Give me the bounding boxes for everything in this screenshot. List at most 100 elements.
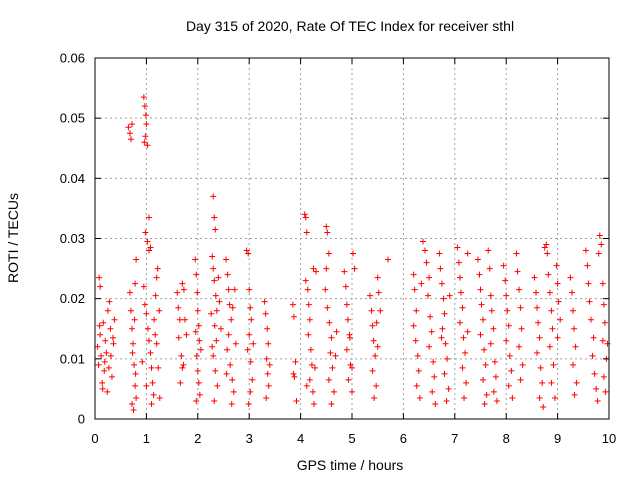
data-point (101, 358, 108, 365)
data-point (150, 391, 157, 398)
data-point (216, 298, 223, 305)
data-point (582, 247, 589, 254)
data-point (156, 394, 163, 401)
data-point (370, 337, 377, 344)
data-point (331, 388, 338, 395)
x-tick-label: 3 (246, 431, 253, 446)
data-point (143, 121, 150, 128)
data-point (223, 370, 230, 377)
data-point (491, 358, 498, 365)
data-point (310, 400, 317, 407)
data-point (109, 334, 116, 341)
data-point (129, 325, 136, 332)
data-point (505, 322, 512, 329)
data-point (180, 286, 187, 293)
data-point (503, 292, 510, 299)
data-point (480, 316, 487, 323)
data-point (594, 397, 601, 404)
data-point (345, 376, 352, 383)
data-point (431, 373, 438, 380)
data-point (534, 349, 541, 356)
y-tick-label: 0.05 (60, 111, 85, 126)
data-point (302, 277, 309, 284)
data-point (147, 349, 154, 356)
data-point (210, 193, 217, 200)
data-point (506, 352, 513, 359)
data-point (481, 400, 488, 407)
data-point (430, 358, 437, 365)
data-point (217, 325, 224, 332)
data-point (210, 265, 217, 272)
data-point (246, 286, 253, 293)
data-point (153, 340, 160, 347)
data-point (347, 361, 354, 368)
data-point (599, 337, 606, 344)
data-point (243, 247, 250, 254)
y-tick-labels: 0 0.01 0.02 0.03 0.04 0.05 0.06 (60, 51, 85, 427)
data-point (440, 295, 447, 302)
data-point (192, 328, 199, 335)
data-point (442, 340, 449, 347)
data-point (195, 322, 202, 329)
data-point (327, 349, 334, 356)
data-point (369, 322, 376, 329)
data-point (329, 364, 336, 371)
data-point (102, 337, 109, 344)
data-point (584, 262, 591, 269)
data-point (307, 346, 314, 353)
data-point (97, 283, 104, 290)
x-tick-label: 9 (554, 431, 561, 446)
data-point (500, 262, 507, 269)
data-point (476, 271, 483, 278)
data-point (545, 271, 552, 278)
data-point (543, 241, 550, 248)
data-point (432, 400, 439, 407)
data-point (144, 325, 151, 332)
data-point (596, 232, 603, 239)
data-points (94, 94, 611, 413)
data-point (593, 385, 600, 392)
data-point (179, 280, 186, 287)
data-point (225, 286, 232, 293)
data-point (210, 352, 217, 359)
data-point (324, 304, 331, 311)
data-point (247, 304, 254, 311)
data-point (482, 361, 489, 368)
data-point (107, 352, 114, 359)
data-point (196, 337, 203, 344)
data-point (228, 400, 235, 407)
data-point (351, 265, 358, 272)
data-point (248, 316, 255, 323)
data-point (192, 256, 199, 263)
data-point (147, 244, 154, 251)
data-point (368, 307, 375, 314)
data-point (290, 370, 297, 377)
x-tick-label: 8 (503, 431, 510, 446)
data-point (196, 391, 203, 398)
data-point (572, 343, 579, 350)
data-point (264, 325, 271, 332)
data-point (111, 316, 118, 323)
data-point (306, 316, 313, 323)
data-point (301, 211, 308, 218)
data-point (445, 385, 452, 392)
data-point (410, 322, 417, 329)
data-point (514, 268, 521, 275)
data-point (549, 325, 556, 332)
data-point (177, 379, 184, 386)
data-point (247, 388, 254, 395)
data-point (265, 382, 272, 389)
data-point (129, 349, 136, 356)
data-point (183, 331, 190, 338)
data-point (333, 328, 340, 335)
data-point (328, 334, 335, 341)
y-tick-label: 0 (78, 412, 85, 427)
x-tick-label: 6 (400, 431, 407, 446)
data-point (350, 250, 357, 257)
data-point (441, 370, 448, 377)
data-point (101, 367, 108, 374)
data-point (245, 400, 252, 407)
data-point (143, 382, 150, 389)
data-point (145, 247, 152, 254)
data-point (232, 340, 239, 347)
